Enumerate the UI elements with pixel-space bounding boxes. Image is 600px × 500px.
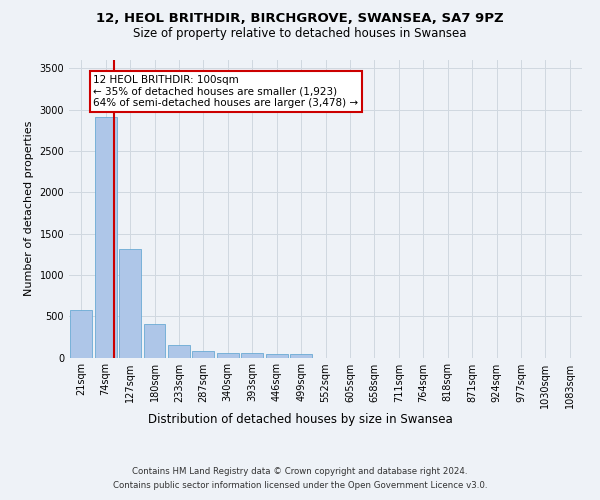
Bar (217, 352, 239, 358)
Bar (95, 117, 116, 358)
Text: 12 HEOL BRITHDIR: 100sqm
← 35% of detached houses are smaller (1,923)
64% of sem: 12 HEOL BRITHDIR: 100sqm ← 35% of detach… (94, 75, 359, 108)
Y-axis label: Number of detached properties: Number of detached properties (24, 121, 34, 296)
Text: Size of property relative to detached houses in Swansea: Size of property relative to detached ho… (133, 28, 467, 40)
Text: 12, HEOL BRITHDIR, BIRCHGROVE, SWANSEA, SA7 9PZ: 12, HEOL BRITHDIR, BIRCHGROVE, SWANSEA, … (96, 12, 504, 26)
Bar (241, 353, 263, 358)
Bar (266, 354, 287, 358)
Bar (168, 344, 190, 358)
Text: Distribution of detached houses by size in Swansea: Distribution of detached houses by size … (148, 412, 452, 426)
Bar (143, 324, 166, 358)
Text: Contains HM Land Registry data © Crown copyright and database right 2024.: Contains HM Land Registry data © Crown c… (132, 468, 468, 476)
Text: Contains public sector information licensed under the Open Government Licence v3: Contains public sector information licen… (113, 481, 487, 490)
Bar (70, 310, 92, 358)
Bar (290, 354, 312, 358)
Bar (119, 249, 141, 358)
Bar (193, 352, 214, 358)
